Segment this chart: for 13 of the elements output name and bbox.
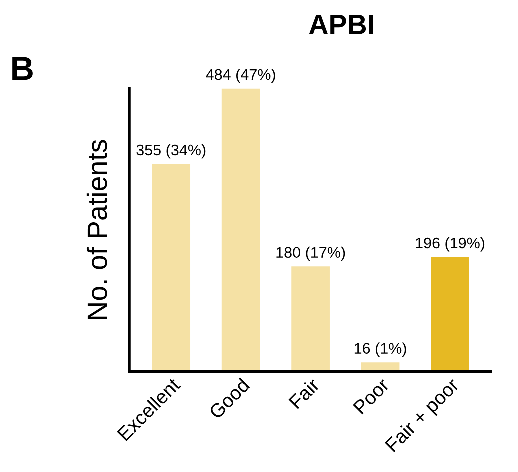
data-label: 180 (17%) [276,246,346,262]
text: B [12,57,33,80]
data-label: 355 (34%) [136,144,206,159]
bar [292,266,330,372]
bar [431,257,470,372]
y-axis-title: No. of Patients [86,140,108,320]
bar [152,164,191,372]
bar [222,88,260,372]
data-label: 16 (1%) [354,342,406,358]
data-label: 196 (19%) [416,237,485,252]
data-label: 484 (47%) [206,68,276,84]
chart-title: APBI [309,15,374,34]
x-tick-label: Fair [288,377,321,410]
